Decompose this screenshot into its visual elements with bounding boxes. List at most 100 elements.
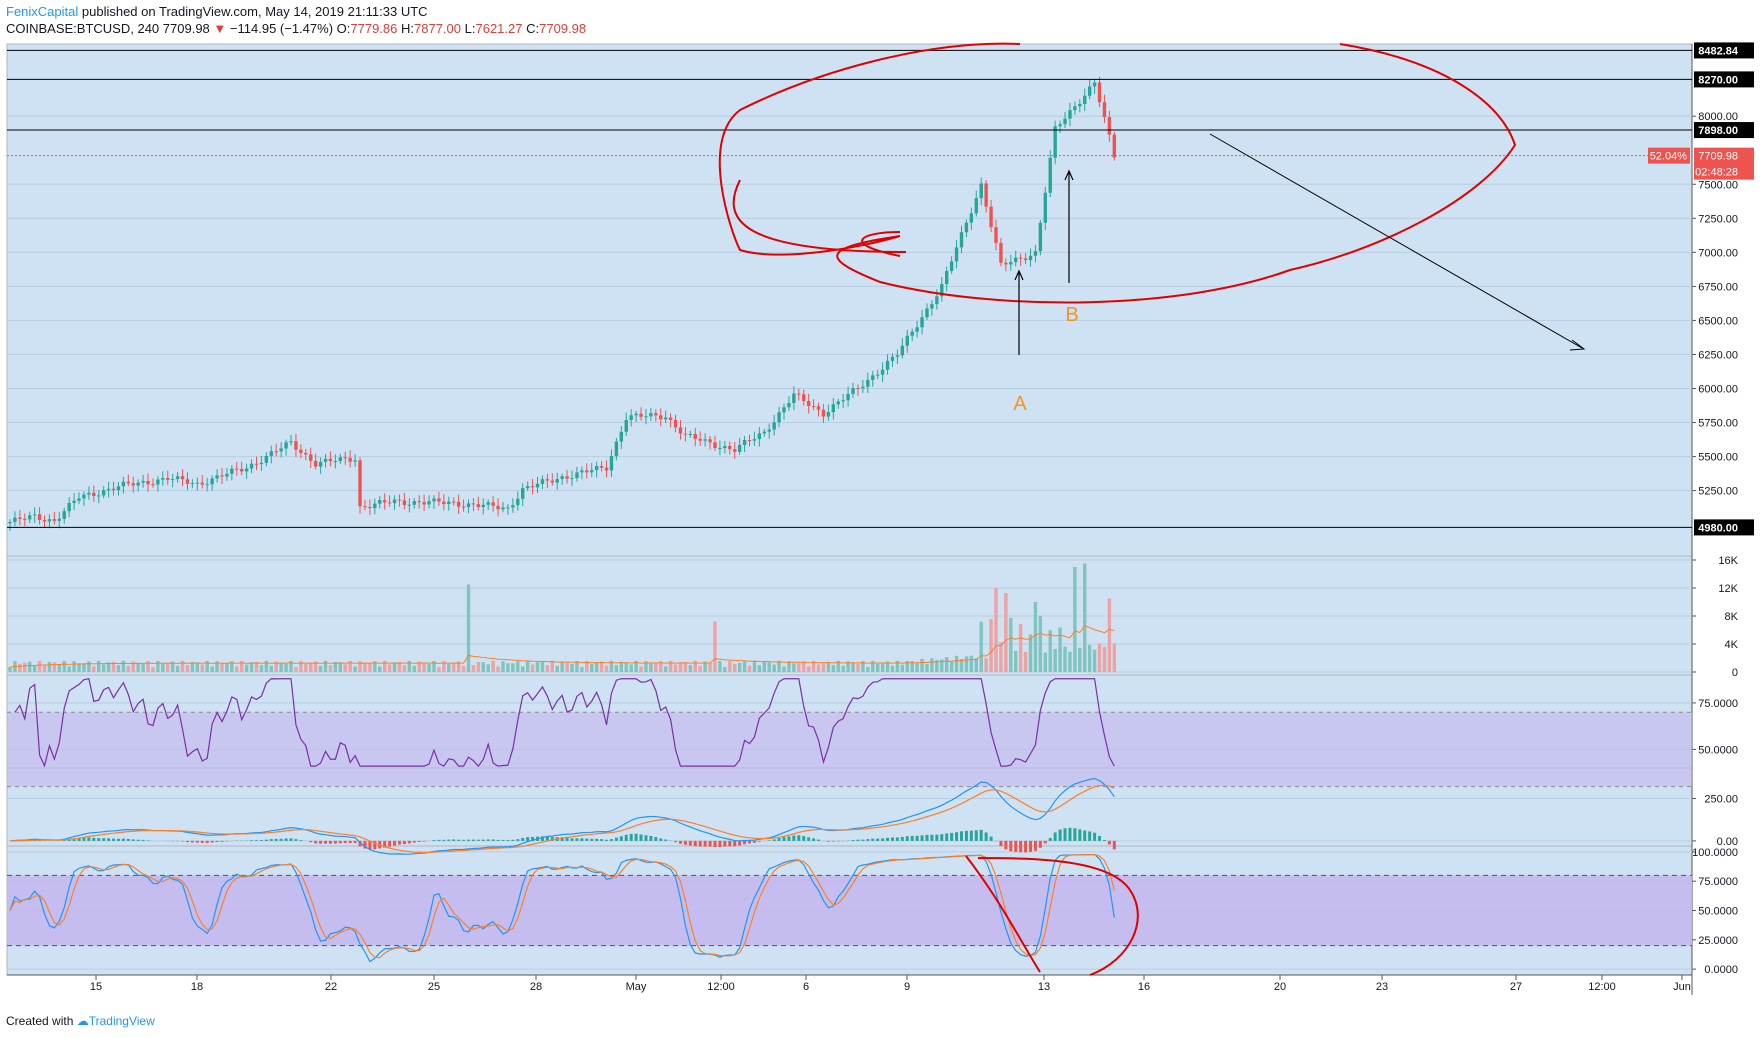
macd-histogram-bar (629, 833, 633, 841)
volume-bar (1023, 651, 1028, 672)
volume-bar (816, 664, 821, 672)
volume-bar (900, 664, 905, 672)
volume-bar (244, 664, 249, 672)
volume-bar (461, 665, 466, 672)
volume-bar (417, 661, 421, 672)
candle (353, 460, 357, 462)
pct-label: 52.04% (1650, 151, 1688, 163)
macd-histogram-bar (309, 840, 313, 843)
volume-bar (984, 658, 988, 672)
arrow-head-icon (1569, 339, 1586, 351)
macd-histogram-bar (802, 836, 806, 841)
macd-histogram-bar (496, 839, 500, 841)
annotation-label-a: A (1013, 393, 1027, 415)
macd-histogram-bar (1093, 832, 1097, 841)
candle (402, 500, 407, 505)
candle (481, 504, 485, 508)
stoch-d-line (9, 854, 1115, 959)
macd-histogram-bar (1088, 831, 1092, 841)
volume-bar (481, 662, 485, 672)
candle (348, 457, 352, 462)
candle (782, 407, 786, 413)
macd-histogram-bar (1024, 840, 1028, 853)
candle (368, 507, 372, 509)
macd-histogram-bar (452, 839, 456, 841)
macd-histogram-bar (575, 838, 579, 841)
panel-0 (6, 43, 1693, 557)
candle (940, 284, 944, 297)
candle (161, 478, 165, 480)
macd-histogram-bar (516, 839, 520, 841)
time-tick-label: 28 (530, 981, 542, 993)
candle (1097, 82, 1102, 103)
volume-bar (708, 662, 712, 672)
volume-bar (619, 661, 624, 672)
candle (1033, 251, 1038, 256)
volume-tick-label: 0 (1732, 667, 1738, 679)
volume-bar (491, 660, 495, 672)
candle (72, 500, 76, 503)
candle (180, 476, 185, 480)
macd-histogram-bar (560, 837, 564, 841)
macd-histogram-bar (590, 838, 594, 841)
macd-histogram-bar (605, 839, 609, 841)
volume-bar (126, 665, 131, 672)
volume-bar (609, 660, 614, 672)
candle (382, 500, 387, 503)
footer-tradingview-link[interactable]: TradingView (88, 1014, 155, 1028)
volume-bar (116, 665, 121, 672)
volume-bar (629, 664, 633, 672)
candle (841, 400, 845, 402)
volume-bar (920, 658, 924, 672)
macd-line (9, 777, 1115, 855)
macd-histogram-bar (1078, 829, 1082, 841)
volume-bar (1087, 644, 1092, 672)
candle (225, 473, 229, 477)
volume-bar (762, 661, 766, 672)
macd-histogram-bar (856, 839, 860, 841)
volume-bar (890, 665, 895, 672)
candle (530, 486, 535, 488)
candle (890, 356, 895, 361)
volume-bar (230, 661, 234, 672)
macd-histogram-bar (851, 839, 855, 841)
macd-histogram-bar (338, 840, 342, 844)
volume-bar (994, 588, 998, 672)
macd-histogram-bar (1112, 840, 1116, 850)
candle (240, 468, 244, 472)
volume-bar (37, 660, 42, 672)
candle (126, 481, 131, 484)
volume-bar (1009, 617, 1013, 672)
volume-bar (575, 661, 579, 672)
volume-bar (550, 660, 554, 672)
volume-bar (826, 661, 831, 672)
candle (787, 403, 791, 408)
candle (698, 438, 702, 441)
volume-bar (235, 666, 239, 672)
candle (964, 222, 969, 233)
volume-bar (318, 665, 323, 672)
candle (136, 482, 140, 486)
macd-histogram-bar (634, 833, 638, 841)
macd-histogram-bar (368, 840, 372, 850)
volume-bar (363, 663, 367, 672)
volume-bar (141, 663, 145, 672)
author-link[interactable]: FenixCapital (6, 4, 79, 19)
volume-ma-line (9, 624, 1115, 668)
volume-bar (555, 665, 559, 672)
macd-histogram-bar (491, 839, 495, 841)
candle (659, 415, 663, 420)
candle (989, 206, 993, 228)
volume-bar (111, 661, 116, 672)
candle (407, 504, 412, 506)
candle (614, 441, 619, 457)
macd-histogram-bar (969, 830, 973, 841)
candle (851, 388, 855, 394)
candle (166, 478, 170, 480)
candle (969, 213, 974, 223)
candle (826, 412, 831, 417)
volume-bar (856, 663, 860, 672)
candle (175, 476, 180, 480)
arrow-b-head-icon (1064, 169, 1074, 181)
